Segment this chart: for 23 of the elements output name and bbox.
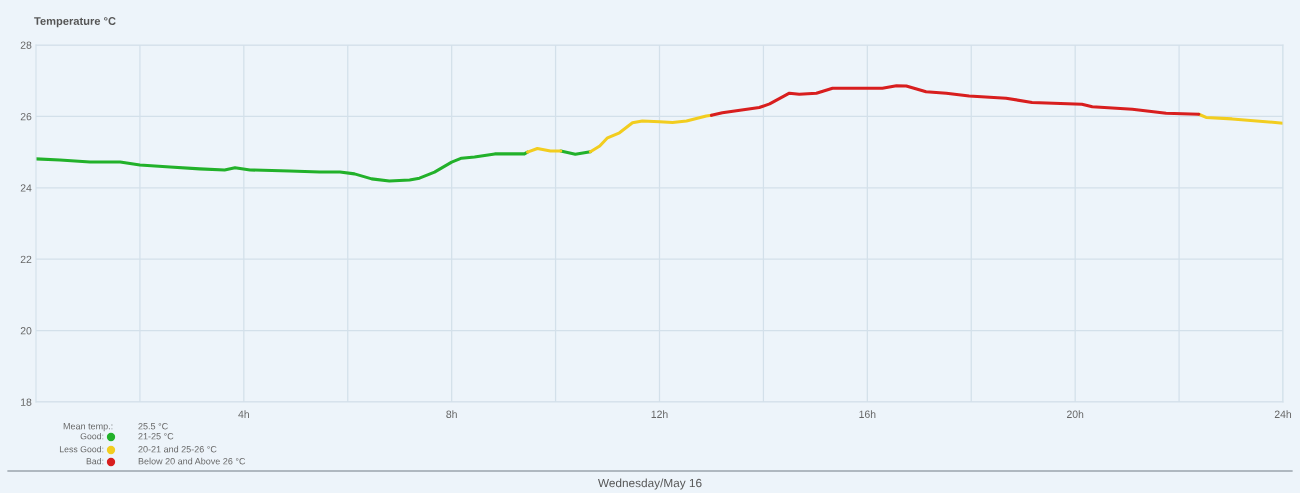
x-tick-label: 16h	[859, 410, 876, 418]
text: Below 20 and Above 26 °C	[138, 457, 246, 465]
x-tick-label: 20h	[1067, 410, 1084, 418]
y-tick-label: 18	[21, 398, 32, 406]
x-tick-label: 24h	[1274, 410, 1292, 418]
line-series	[709, 84, 1201, 117]
legend-label: Less Good:	[59, 445, 104, 453]
y-tick-label: 20	[20, 327, 32, 335]
legend-label: Good:	[80, 432, 104, 440]
text: 21-25 °C	[138, 433, 174, 440]
y-tick-label: 28	[20, 41, 32, 49]
text: 25.5 °C	[138, 423, 168, 430]
y-tick-label: 22	[20, 255, 32, 263]
text: 20-21 and 25-26 °C	[138, 445, 217, 453]
text: Wednesday/May 16	[597, 478, 702, 490]
y-tick-label: 26	[20, 112, 32, 121]
x-tick-label: 8h	[446, 410, 457, 418]
text: Mean temp.:	[63, 423, 113, 432]
x-tick-label: 12h	[651, 410, 668, 418]
chart-title: Temperature °C	[34, 17, 116, 28]
y-tick-label: 24	[20, 184, 32, 192]
x-tick-label: 4h	[238, 410, 249, 418]
legend-label: Bad:	[86, 457, 104, 465]
